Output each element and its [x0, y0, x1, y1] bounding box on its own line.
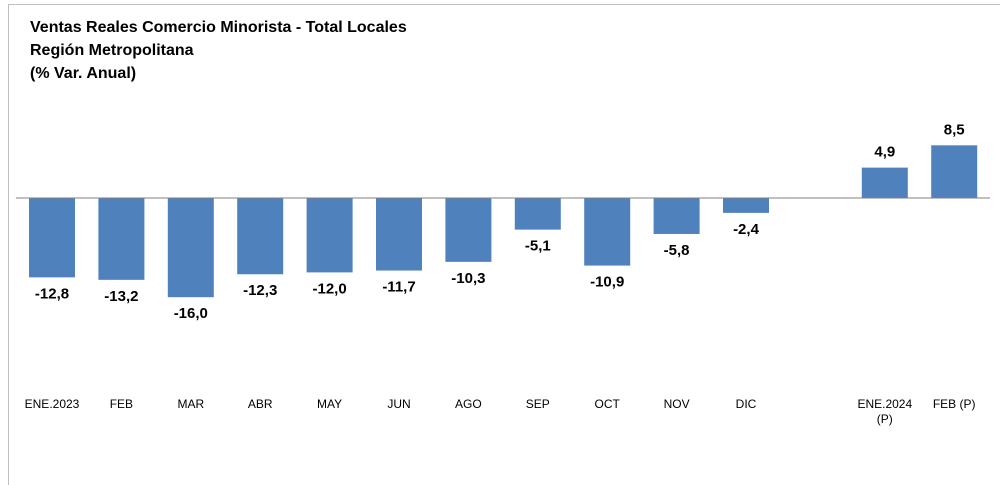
- bar: [584, 198, 631, 266]
- x-tick-label: MAR: [177, 397, 205, 411]
- bar: [723, 198, 769, 213]
- bar: [306, 198, 353, 273]
- frame: [8, 4, 1000, 485]
- data-label: -5,8: [664, 242, 690, 259]
- x-tick-label: ENE.2023: [24, 397, 80, 411]
- x-tick-label: JUN: [387, 397, 411, 411]
- x-tick-label: MAY: [317, 397, 343, 411]
- x-tick-label: AGO: [455, 397, 482, 411]
- data-label: -10,9: [590, 274, 624, 291]
- bar: [861, 167, 908, 198]
- x-tick-label: DIC: [735, 397, 757, 411]
- bar: [514, 198, 561, 230]
- data-label: 8,5: [944, 121, 965, 138]
- x-tick-label: SEP: [525, 397, 550, 411]
- bar: [167, 198, 214, 298]
- data-label: -2,4: [733, 221, 760, 238]
- chart-subtitle: Región Metropolitana: [30, 42, 194, 59]
- data-label: -12,8: [35, 285, 69, 302]
- x-tick-label: OCT: [594, 397, 620, 411]
- bar: [29, 198, 75, 278]
- x-tick-label: ABR: [247, 397, 273, 411]
- data-label: -16,0: [174, 305, 208, 322]
- chart-title: Ventas Reales Comercio Minorista - Total…: [30, 19, 407, 36]
- x-tick-label: ENE.2024 (P): [857, 397, 913, 426]
- x-tick-label: NOV: [663, 397, 690, 411]
- bar: [653, 198, 700, 234]
- data-label: 4,9: [874, 144, 895, 161]
- data-label: -12,3: [243, 282, 277, 299]
- bar: [931, 145, 978, 198]
- data-label: -13,2: [104, 288, 138, 305]
- data-label: -11,7: [382, 279, 415, 296]
- data-label: -10,3: [451, 270, 485, 287]
- data-label: -12,0: [312, 280, 346, 297]
- bar: [376, 198, 422, 271]
- bar: [237, 198, 284, 275]
- y-axis-label: (% Var. Anual): [30, 65, 136, 82]
- x-tick-label: FEB (P): [932, 397, 976, 411]
- bar: [445, 198, 492, 262]
- bar: [98, 198, 145, 280]
- x-tick-label: FEB: [109, 397, 134, 411]
- data-label: -5,1: [525, 238, 551, 255]
